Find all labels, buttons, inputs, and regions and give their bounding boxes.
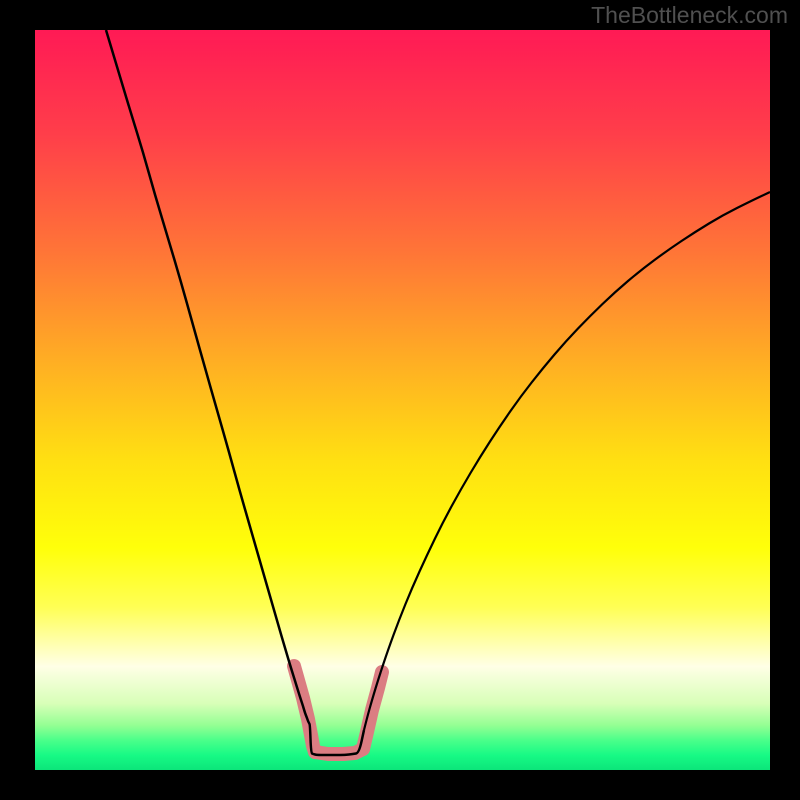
watermark-text: TheBottleneck.com <box>591 2 788 29</box>
plot-area <box>35 30 770 770</box>
curve-left <box>106 30 364 755</box>
curve-right <box>364 192 770 730</box>
curves-layer <box>35 30 770 770</box>
marker-right <box>363 672 382 749</box>
